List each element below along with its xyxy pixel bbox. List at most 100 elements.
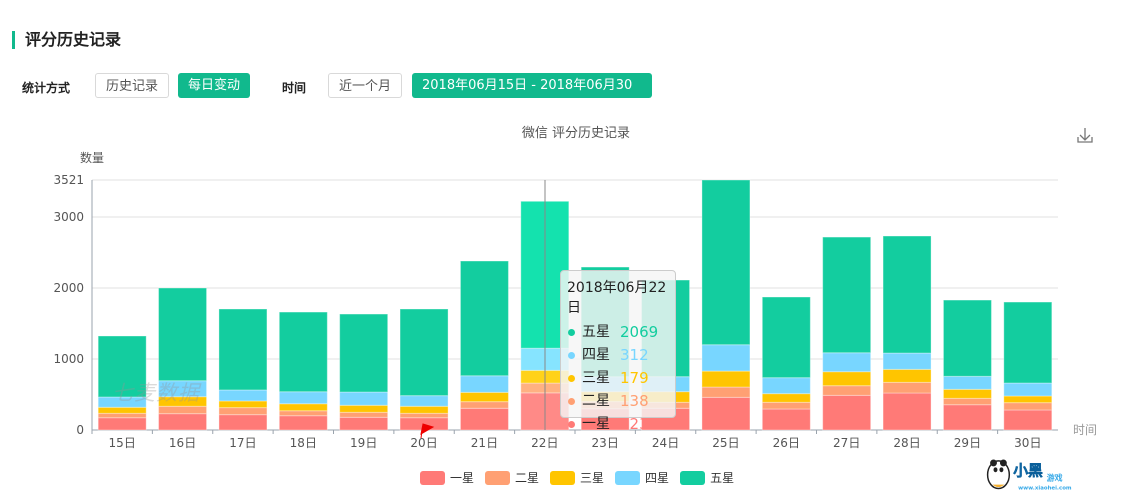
tooltip-series-name: 三星 — [582, 370, 610, 386]
bar-segment-四星[interactable] — [459, 375, 509, 393]
history-button[interactable]: 历史记录 — [95, 73, 170, 98]
bar-segment-五星[interactable] — [339, 313, 389, 393]
legend-swatch — [485, 470, 511, 485]
bar-segment-五星[interactable] — [1003, 301, 1053, 384]
bar-segment-四星[interactable] — [822, 352, 872, 373]
bar-segment-二星[interactable] — [399, 412, 449, 419]
x-tick-label: 28日 — [893, 436, 920, 450]
bar-segment-五星[interactable] — [822, 236, 872, 354]
bar-segment-四星[interactable] — [399, 395, 449, 407]
bar-segment-一星[interactable] — [218, 414, 268, 431]
bar-segment-二星[interactable] — [822, 385, 872, 396]
daily-change-button[interactable]: 每日变动 — [178, 73, 251, 98]
bar-segment-五星[interactable] — [158, 287, 208, 382]
legend-item[interactable]: 二星 — [485, 469, 539, 486]
bar-segment-二星[interactable] — [339, 411, 389, 418]
bar-segment-一星[interactable] — [701, 396, 751, 431]
bar-segment-二星[interactable] — [97, 412, 147, 419]
x-tick-label: 30日 — [1014, 436, 1041, 450]
tooltip-value: 523 — [620, 415, 649, 433]
x-tick-label: 25日 — [712, 436, 739, 450]
legend-label: 五星 — [710, 471, 735, 485]
legend-item[interactable]: 四星 — [615, 469, 669, 486]
bar-segment-五星[interactable] — [97, 335, 147, 398]
bar-segment-三星[interactable] — [761, 393, 811, 403]
legend-item[interactable]: 三星 — [550, 469, 604, 486]
bar-segment-五星[interactable] — [218, 308, 268, 391]
caret-down-icon — [443, 107, 454, 114]
bar-segment-三星[interactable] — [399, 405, 449, 414]
bar-segment-二星[interactable] — [942, 397, 992, 406]
bar-segment-五星[interactable] — [882, 235, 932, 354]
bar-segment-四星[interactable] — [339, 391, 389, 406]
x-tick-label: 22日 — [531, 436, 558, 450]
bar-segment-三星[interactable] — [97, 406, 147, 414]
bar-segment-五星[interactable] — [761, 296, 811, 379]
bar-segment-二星[interactable] — [701, 386, 751, 398]
legend-swatch — [615, 470, 641, 485]
legend-swatch — [550, 470, 576, 485]
tooltip-value: 138 — [620, 392, 649, 410]
bar-segment-四星[interactable] — [761, 377, 811, 395]
x-tick-label: 15日 — [109, 436, 136, 450]
x-tick-label: 19日 — [350, 436, 377, 450]
bar-segment-一星[interactable] — [459, 407, 509, 431]
bar-segment-三星[interactable] — [218, 400, 268, 409]
tooltip-date: 2018年06月22日 — [567, 280, 667, 316]
tooltip-value: 179 — [620, 369, 649, 387]
tooltip-series-name: 四星 — [582, 347, 610, 363]
bar-segment-五星[interactable] — [701, 179, 751, 346]
y-tick-label: 0 — [76, 423, 84, 437]
page-title: 评分历史记录 — [12, 31, 121, 49]
bar-segment-一星[interactable] — [97, 417, 147, 431]
last-month-button[interactable]: 近一个月 — [328, 73, 403, 98]
bar-segment-四星[interactable] — [278, 391, 328, 405]
bar-segment-四星[interactable] — [942, 375, 992, 390]
bar-segment-二星[interactable] — [218, 407, 268, 416]
bar-segment-三星[interactable] — [822, 371, 872, 387]
date-range-picker[interactable]: 2018年06月15日 - 2018年06月30日 — [412, 73, 652, 118]
bar-segment-一星[interactable] — [882, 392, 932, 431]
legend-item[interactable]: 五星 — [680, 469, 734, 486]
bar-segment-一星[interactable] — [942, 404, 992, 431]
bar-segment-二星[interactable] — [459, 401, 509, 409]
tooltip-row: 一星 523 — [567, 413, 669, 436]
legend-label: 三星 — [580, 471, 605, 485]
bar-segment-三星[interactable] — [701, 370, 751, 388]
bar-segment-四星[interactable] — [701, 344, 751, 372]
bar-segment-四星[interactable] — [882, 352, 932, 370]
y-tick-label: 3521 — [53, 173, 84, 187]
bar-segment-一星[interactable] — [761, 408, 811, 431]
bar-segment-二星[interactable] — [882, 381, 932, 394]
bar-segment-一星[interactable] — [278, 415, 328, 431]
bar-segment-三星[interactable] — [882, 368, 932, 383]
y-axis-label: 数量 — [80, 150, 104, 165]
bar-segment-四星[interactable] — [218, 389, 268, 402]
bar-segment-一星[interactable] — [339, 416, 389, 431]
chart-title: 微信 评分历史记录 — [522, 126, 630, 141]
tooltip-series-name: 一星 — [582, 416, 610, 432]
legend-item[interactable]: 一星 — [420, 469, 474, 486]
bar-segment-二星[interactable] — [1003, 402, 1053, 411]
bar-segment-二星[interactable] — [158, 405, 208, 415]
bar-segment-三星[interactable] — [942, 388, 992, 399]
bar-segment-三星[interactable] — [1003, 395, 1053, 404]
bar-segment-一星[interactable] — [158, 413, 208, 431]
bar-segment-二星[interactable] — [278, 410, 328, 417]
bar-segment-一星[interactable] — [1003, 409, 1053, 431]
y-tick-label: 3000 — [53, 210, 84, 224]
download-icon[interactable] — [1077, 128, 1093, 143]
tooltip: 2018年06月22日 五星 2069 四星 312 三星 179 二星 138 一星 523 — [560, 270, 676, 433]
bar-segment-五星[interactable] — [399, 308, 449, 397]
bar-segment-三星[interactable] — [339, 404, 389, 413]
bar-segment-三星[interactable] — [278, 403, 328, 412]
bar-segment-二星[interactable] — [761, 401, 811, 410]
bar-segment-五星[interactable] — [942, 299, 992, 377]
bar-segment-四星[interactable] — [1003, 382, 1053, 397]
bar-segment-三星[interactable] — [459, 391, 509, 403]
bar-segment-一星[interactable] — [822, 394, 872, 431]
xiaohei-logo: 小黑 游戏 www.xiaohei.com — [986, 459, 1072, 491]
bar-segment-五星[interactable] — [459, 260, 509, 377]
legend-swatch — [420, 470, 445, 485]
bar-segment-五星[interactable] — [278, 311, 328, 393]
